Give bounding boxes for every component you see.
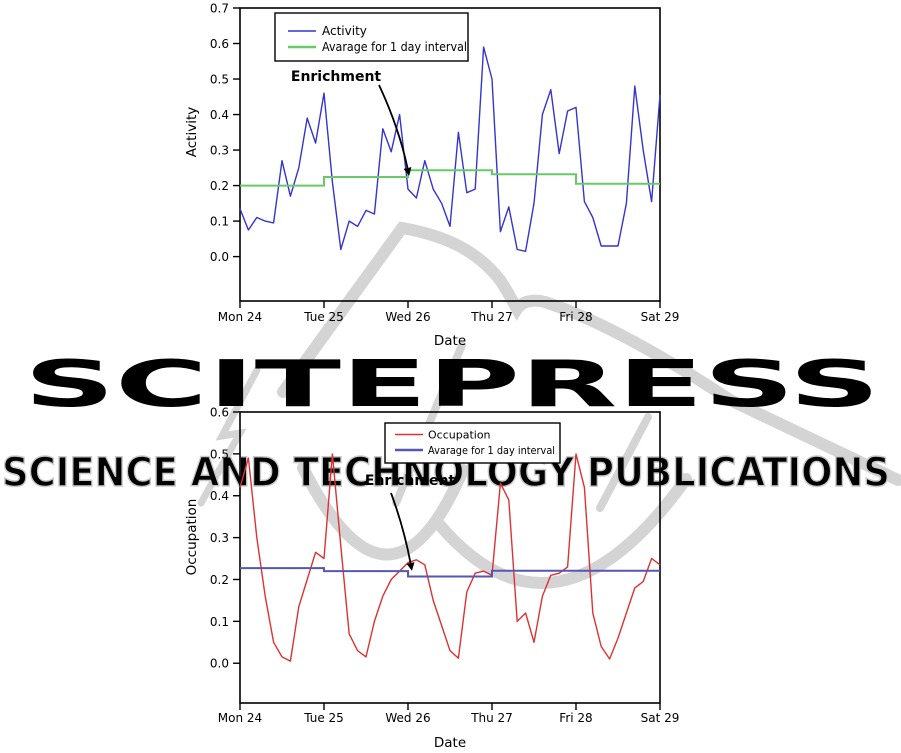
y-axis-title: Occupation [184,499,200,576]
legend-box [274,12,469,62]
watermark-logo [197,221,901,589]
x-axis-title: Date [434,333,466,349]
x-tick-label: Mon 24 [218,310,262,324]
legend-box [384,422,561,464]
annotation-label: Enrichment [291,69,382,85]
x-tick-label: Tue 25 [303,310,344,324]
y-tick-label: 0.5 [210,447,229,461]
plot-frame [239,411,661,704]
annotation: Enrichment [365,473,456,571]
legend: Activity Avarage for 1 day interval [274,12,469,62]
y-tick-label: 0.3 [210,531,229,545]
annotation-arrowhead [406,562,415,571]
x-tick-label: Sat 29 [641,310,680,324]
watermark-swoosh-bottom-left [297,462,469,561]
series-activity-line [239,46,661,253]
legend-label-2: Avarage for 1 day interval [322,40,467,54]
legend: Occupation Avarage for 1 day interval [384,422,561,464]
x-tick-label: Fri 28 [559,310,592,324]
y-tick-label: 0.6 [210,37,229,51]
legend-label-2: Avarage for 1 day interval [428,444,555,457]
activity-chart: 0.0 0.1 0.2 0.3 0.4 0.5 0.6 0.7 Mon 24 Tue 25 Wed … [184,2,679,350]
y-tick-label: 0.7 [210,2,229,16]
y-tick-label: 0.1 [210,215,229,229]
y-axis-title: Activity [184,107,200,158]
x-tick-label: Wed 26 [385,310,430,324]
y-tick-label: 0.4 [210,108,229,122]
y-tick-label: 0.5 [210,73,229,87]
x-tick-label: Thu 27 [470,711,513,725]
legend-label-1: Activity [322,24,367,38]
watermark-slash-right [596,413,652,512]
plot-frame [239,7,661,302]
y-tick-label: 0.3 [210,144,229,158]
x-tick-label: Mon 24 [218,711,262,725]
legend-label-1: Occupation [428,429,491,442]
watermark-bolt-left [197,366,261,507]
y-tick-label: 0.2 [210,179,229,193]
series-average-step [240,567,660,578]
y-tick-label: 0.2 [210,573,229,587]
y-tick-label: 0.0 [210,250,229,264]
annotation-label: Enrichment [365,473,456,489]
x-tick-label: Fri 28 [559,711,592,725]
occupation-chart: 0.0 0.1 0.2 0.3 0.4 0.5 0.6 Mon 24 Tue 25 Wed 26 T… [184,406,679,752]
y-tick-label: 0.1 [210,615,229,629]
annotation-arrowhead [403,167,412,176]
annotation-arrow-line [378,84,409,169]
x-tick-label: Sat 29 [641,711,680,725]
x-tick-label: Tue 25 [303,711,344,725]
x-axis-title: Date [434,735,466,751]
annotation-arrow-line [390,492,412,564]
y-tick-label: 0.0 [210,657,229,671]
watermark-swoosh-bottom-right [432,473,692,589]
x-tick-label: Wed 26 [385,711,430,725]
watermark-swoosh-wing [277,221,901,486]
annotation: Enrichment [291,69,412,176]
series-average-step [240,169,660,187]
x-tick-label: Thu 27 [470,310,513,324]
y-tick-label: 0.4 [210,489,229,503]
y-tick-label: 0.6 [210,406,229,420]
watermark-big-text: SCITEPRESS [24,348,880,422]
